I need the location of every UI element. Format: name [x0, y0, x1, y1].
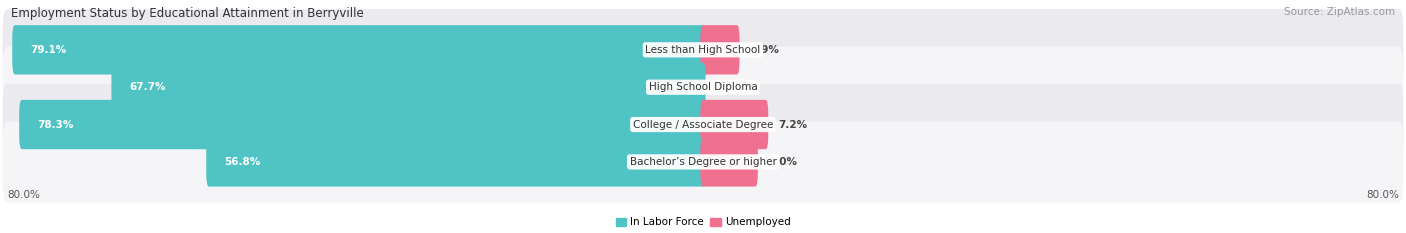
Text: 80.0%: 80.0% — [7, 190, 39, 200]
FancyBboxPatch shape — [3, 9, 1403, 90]
Text: 79.1%: 79.1% — [31, 45, 66, 55]
Text: Source: ZipAtlas.com: Source: ZipAtlas.com — [1284, 7, 1395, 17]
Text: 7.2%: 7.2% — [779, 120, 808, 130]
FancyBboxPatch shape — [207, 137, 706, 187]
FancyBboxPatch shape — [13, 25, 706, 75]
Legend: In Labor Force, Unemployed: In Labor Force, Unemployed — [612, 213, 794, 232]
Text: 3.9%: 3.9% — [749, 45, 779, 55]
Text: 78.3%: 78.3% — [38, 120, 75, 130]
Text: 80.0%: 80.0% — [1367, 190, 1399, 200]
Text: 56.8%: 56.8% — [225, 157, 260, 167]
FancyBboxPatch shape — [3, 47, 1403, 128]
Text: High School Diploma: High School Diploma — [648, 82, 758, 92]
FancyBboxPatch shape — [700, 137, 758, 187]
FancyBboxPatch shape — [20, 100, 706, 149]
Text: 0.0%: 0.0% — [724, 82, 754, 92]
Text: College / Associate Degree: College / Associate Degree — [633, 120, 773, 130]
Text: Bachelor’s Degree or higher: Bachelor’s Degree or higher — [630, 157, 776, 167]
Text: Less than High School: Less than High School — [645, 45, 761, 55]
FancyBboxPatch shape — [700, 25, 740, 75]
FancyBboxPatch shape — [111, 62, 706, 112]
Text: Employment Status by Educational Attainment in Berryville: Employment Status by Educational Attainm… — [11, 7, 364, 20]
FancyBboxPatch shape — [3, 84, 1403, 165]
Text: 6.0%: 6.0% — [768, 157, 797, 167]
FancyBboxPatch shape — [700, 100, 768, 149]
FancyBboxPatch shape — [3, 121, 1403, 202]
Text: 67.7%: 67.7% — [129, 82, 166, 92]
